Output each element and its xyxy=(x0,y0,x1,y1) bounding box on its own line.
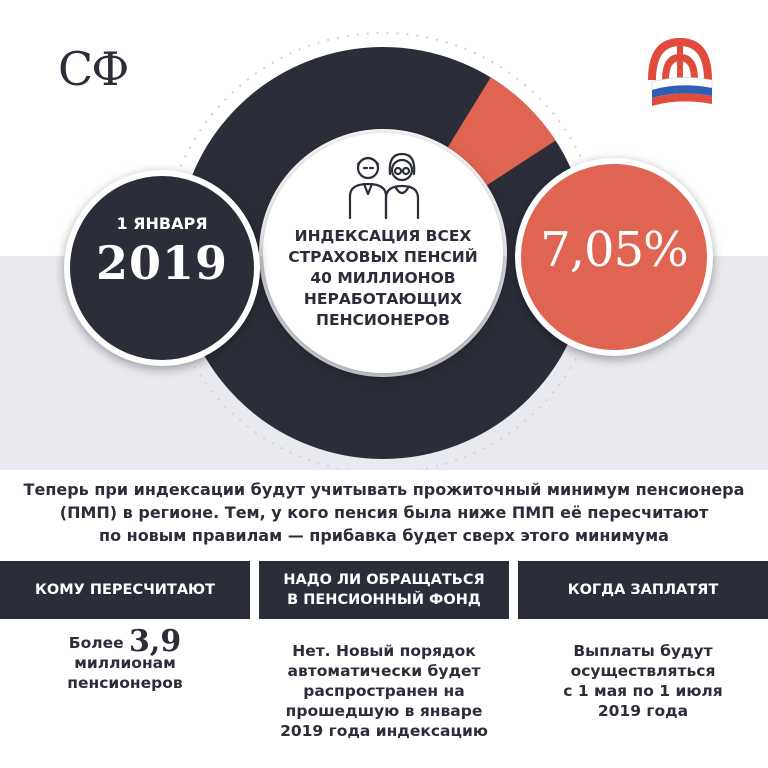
apply-line: Нет. Новый порядок xyxy=(292,642,476,660)
date-circle xyxy=(64,170,260,366)
header-who-label: КОМУ ПЕРЕСЧИТАЮТ xyxy=(35,582,215,598)
center-line: 40 МИЛЛИОНОВ xyxy=(310,269,456,287)
apply-line: автоматически будет xyxy=(287,662,481,680)
apply-answer: Нет. Новый порядок автоматически будет р… xyxy=(259,641,509,741)
center-line: НЕРАБОТАЮЩИХ xyxy=(303,290,463,308)
main-explanation: Теперь при индексации будут учитывать пр… xyxy=(0,478,768,547)
main-line: Теперь при индексации будут учитывать пр… xyxy=(23,480,745,499)
who-number: 3,9 xyxy=(129,624,182,659)
main-line: (ПМП) в регионе. Тем, у кого пенсия была… xyxy=(59,503,709,522)
when-answer: Выплаты будут осуществляться с 1 мая по … xyxy=(518,641,768,721)
date-year: 2019 xyxy=(95,236,229,290)
header-apply: НАДО ЛИ ОБРАЩАТЬСЯ В ПЕНСИОННЫЙ ФОНД xyxy=(259,561,509,619)
apply-line: распространен на xyxy=(303,682,465,700)
header-apply-line: В ПЕНСИОННЫЙ ФОНД xyxy=(287,592,481,608)
header-who: КОМУ ПЕРЕСЧИТАЮТ xyxy=(0,561,250,619)
when-line: осуществляться xyxy=(570,662,716,680)
center-line: ПЕНСИОНЕРОВ xyxy=(316,311,450,329)
center-line: ИНДЕКСАЦИЯ ВСЕХ xyxy=(294,227,472,245)
ring-accent-segment xyxy=(447,77,556,186)
apply-line: прошедшую в январе xyxy=(285,702,483,720)
center-circle xyxy=(263,133,503,373)
percent-circle xyxy=(515,158,713,356)
when-line: с 1 мая по 1 июля xyxy=(563,682,723,700)
when-line: Выплаты будут xyxy=(573,642,713,660)
sf-logo: СФ xyxy=(58,42,129,96)
who-line: пенсионеров xyxy=(67,674,183,692)
who-line: миллионам xyxy=(74,654,176,672)
pensioners-icon xyxy=(348,152,420,220)
who-prefix: Более xyxy=(68,634,130,652)
header-apply-line: НАДО ЛИ ОБРАЩАТЬСЯ xyxy=(283,572,485,588)
apply-line: 2019 года индексацию xyxy=(280,722,488,740)
center-line: СТРАХОВЫХ ПЕНСИЙ xyxy=(288,248,478,266)
main-line: по новым правилам — прибавка будет сверх… xyxy=(99,526,669,545)
when-line: 2019 года xyxy=(597,702,689,720)
pfr-logo xyxy=(648,38,713,106)
header-when-label: КОГДА ЗАПЛАТЯТ xyxy=(567,582,719,598)
indexation-description: ИНДЕКСАЦИЯ ВСЕХ СТРАХОВЫХ ПЕНСИЙ 40 МИЛЛ… xyxy=(263,226,503,331)
header-when: КОГДА ЗАПЛАТЯТ xyxy=(518,561,768,619)
date-day: 1 ЯНВАРЯ xyxy=(116,214,208,233)
who-answer: Более 3,9 миллионам пенсионеров xyxy=(0,627,250,693)
indexation-percent: 7,05% xyxy=(540,222,688,278)
